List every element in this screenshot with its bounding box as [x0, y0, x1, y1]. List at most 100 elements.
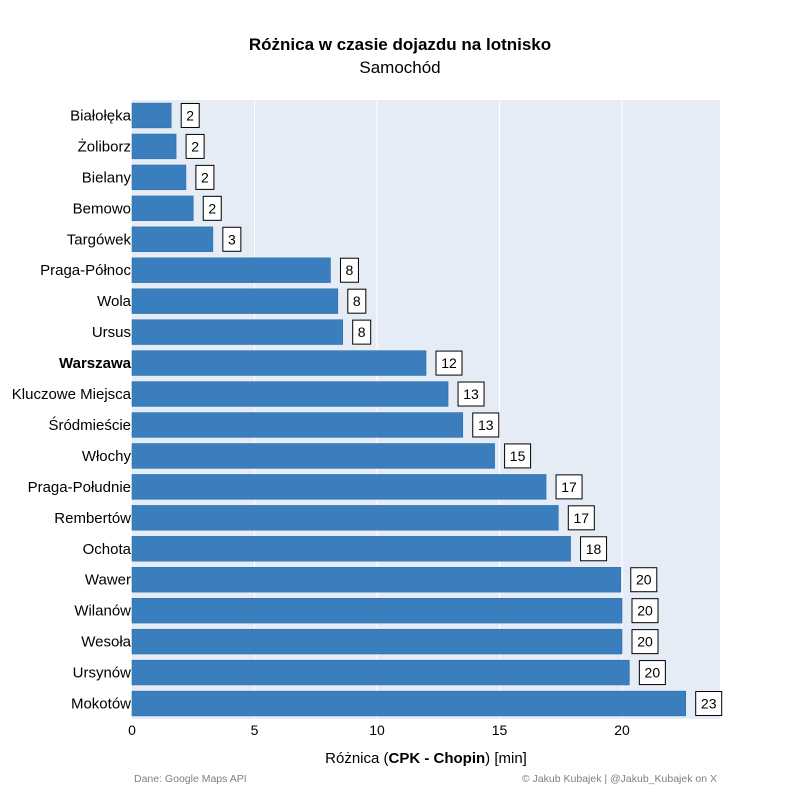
data-label-text: 15 — [510, 448, 526, 464]
category-label: Targówek — [67, 231, 132, 248]
data-label: 8 — [347, 288, 367, 314]
data-label-box — [195, 164, 215, 190]
footer-credit: © Jakub Kubajek | @Jakub_Kubajek on X — [522, 773, 717, 785]
category-label: Ursus — [92, 324, 131, 341]
bar — [131, 443, 495, 469]
data-label-box — [222, 226, 242, 252]
bar — [131, 350, 427, 376]
category-label: Wawer — [85, 572, 131, 589]
bar — [131, 659, 630, 686]
data-label-box — [630, 567, 658, 593]
data-label-text: 17 — [574, 510, 590, 526]
data-label-box — [202, 195, 222, 221]
x-tick-label: 5 — [251, 722, 259, 738]
data-label-text: 2 — [208, 200, 216, 216]
data-label-text: 18 — [586, 541, 602, 557]
category-label: Włochy — [82, 448, 132, 465]
data-label: 18 — [580, 536, 608, 562]
data-label-text: 20 — [637, 603, 653, 619]
chart-title: Różnica w czasie dojazdu na lotnisko — [249, 35, 551, 54]
data-label-box — [347, 288, 367, 314]
data-label: 20 — [631, 598, 659, 624]
data-label-text: 20 — [645, 665, 661, 681]
data-label: 8 — [339, 257, 359, 283]
data-label-text: 8 — [353, 293, 361, 309]
category-label: Mokotów — [71, 696, 131, 713]
bar — [131, 102, 172, 129]
data-label-text: 20 — [636, 572, 652, 588]
data-label-box — [631, 629, 659, 655]
data-label-text: 13 — [478, 417, 494, 433]
category-label: Żoliborz — [78, 137, 131, 155]
category-labels: Białołęka Żoliborz Bielany Bemowo Targówek Pr… — [12, 107, 132, 712]
data-label: 15 — [504, 443, 532, 469]
data-label-box — [339, 257, 359, 283]
category-label: Praga-Południe — [28, 479, 131, 496]
data-label-text: 2 — [191, 138, 199, 154]
x-tick-labels: 0 5 10 15 20 — [128, 722, 630, 738]
data-label-box — [185, 133, 205, 159]
data-label: 8 — [352, 319, 372, 345]
data-label: 2 — [180, 102, 200, 128]
data-label-box — [580, 536, 608, 562]
data-label-box — [695, 691, 723, 717]
footer-source: Dane: Google Maps API — [134, 773, 247, 785]
bar — [131, 628, 623, 655]
data-label-box — [504, 443, 532, 469]
data-label-box — [457, 381, 485, 407]
category-label: Praga-Północ — [40, 262, 131, 279]
data-label-text: 20 — [637, 634, 653, 650]
data-label-text: 3 — [228, 231, 236, 247]
data-label-text: 2 — [186, 107, 194, 123]
data-label: 12 — [435, 350, 463, 376]
category-label: Śródmieście — [48, 416, 131, 434]
chart-subtitle: Samochód — [359, 58, 440, 77]
bar — [131, 474, 547, 500]
category-label: Warszawa — [59, 355, 132, 372]
x-tick-label: 0 — [128, 722, 136, 738]
bar — [131, 164, 187, 191]
data-label: 20 — [631, 629, 659, 655]
data-label-box — [567, 505, 595, 531]
data-label-box — [638, 660, 666, 686]
data-label: 17 — [567, 505, 595, 531]
data-label: 23 — [695, 691, 723, 717]
data-label-text: 13 — [463, 386, 479, 402]
bar — [131, 288, 339, 314]
x-axis-label: Różnica (CPK - Chopin) [min] — [325, 750, 527, 767]
data-label: 13 — [457, 381, 485, 407]
category-label: Białołęka — [70, 107, 132, 124]
data-label-box — [631, 598, 659, 624]
category-label: Ochota — [83, 541, 132, 558]
category-label: Wola — [97, 293, 132, 310]
data-label-text: 17 — [561, 479, 577, 495]
data-label: 13 — [472, 412, 500, 438]
data-label: 17 — [555, 474, 583, 500]
data-label-text: 23 — [701, 696, 717, 712]
category-label: Bemowo — [73, 200, 131, 217]
data-label: 2 — [185, 133, 205, 159]
bar — [131, 690, 687, 717]
category-label: Wesoła — [81, 634, 131, 651]
data-label-box — [180, 102, 200, 128]
category-label: Wilanów — [74, 603, 131, 620]
category-label: Bielany — [82, 169, 132, 186]
data-label-box — [472, 412, 500, 438]
data-label: 20 — [630, 567, 658, 593]
x-tick-label: 20 — [614, 722, 630, 738]
bar — [131, 195, 194, 222]
bar — [131, 567, 622, 593]
data-label: 20 — [638, 660, 666, 686]
data-label-box — [555, 474, 583, 500]
data-label-text: 2 — [201, 169, 209, 185]
bar — [131, 381, 449, 407]
data-label-text: 8 — [358, 324, 366, 340]
x-axis-label-prefix: Różnica ( — [325, 750, 388, 767]
bar — [131, 319, 343, 345]
bar — [131, 597, 623, 624]
data-label-text: 12 — [441, 355, 457, 371]
data-label: 2 — [195, 164, 215, 190]
plot-area — [132, 100, 720, 719]
bar — [131, 536, 571, 562]
x-tick-label: 15 — [492, 722, 508, 738]
